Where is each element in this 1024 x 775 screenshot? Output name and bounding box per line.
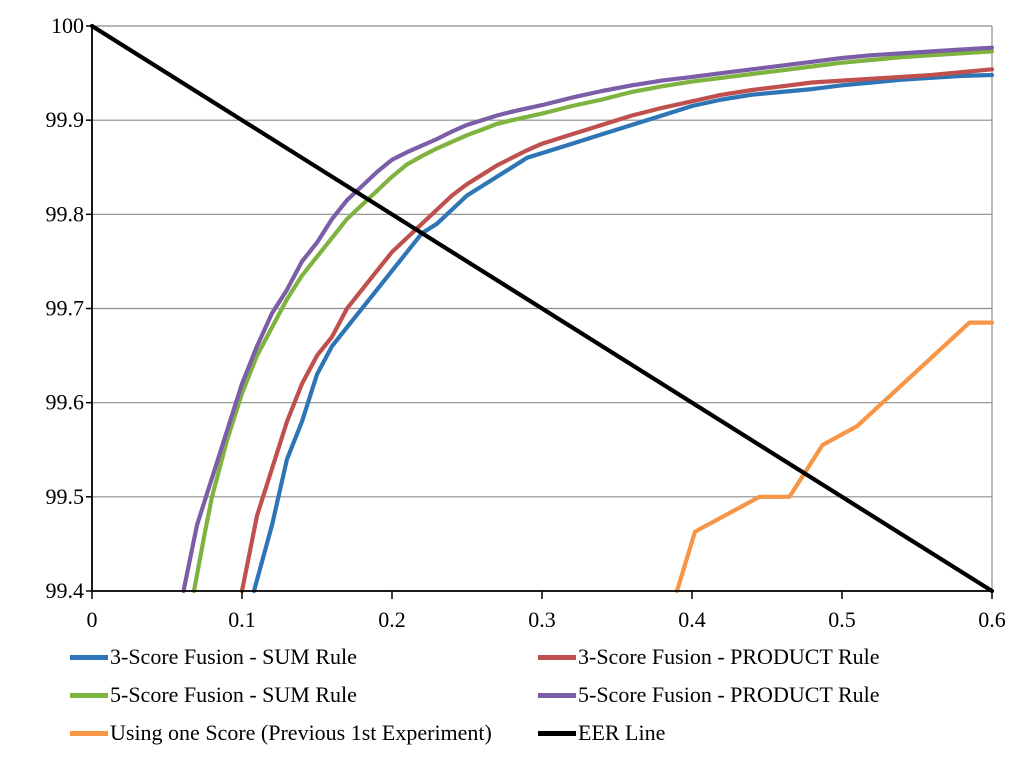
legend-label: 5-Score Fusion - SUM Rule — [110, 682, 357, 707]
y-tick-label: 99.7 — [46, 296, 85, 321]
legend-swatch — [70, 730, 108, 736]
tick-labels: 100 99.9 99.8 99.7 99.6 99.5 99.40 0.1 0.2 0.3 0.4… — [46, 13, 1006, 632]
eer-chart: 100 99.9 99.8 99.7 99.6 99.5 99.40 0.1 0.2 0.3 0.4… — [46, 13, 1006, 632]
x-tick-label: 0.3 — [528, 607, 556, 632]
x-tick-label: 0.4 — [678, 607, 706, 632]
x-tick-label: 0.1 — [228, 607, 256, 632]
x-tick-label: 0 — [87, 607, 98, 632]
legend-label: 5-Score Fusion - PRODUCT Rule — [578, 682, 880, 707]
legend-label: 3-Score Fusion - PRODUCT Rule — [578, 644, 880, 669]
series-line — [251, 72, 995, 594]
y-tick-label: 99.8 — [46, 201, 85, 226]
legend-item: 3-Score Fusion - SUM Rule — [70, 644, 357, 670]
x-tick-label: 0.6 — [978, 607, 1006, 632]
series-line — [191, 49, 995, 594]
legend-label: EER Line — [578, 720, 666, 745]
series-line — [181, 45, 995, 594]
y-tick-label: 99.6 — [46, 390, 85, 415]
legend-swatch — [70, 692, 108, 698]
x-tick-label: 0.2 — [378, 607, 406, 632]
y-tick-label: 99.9 — [46, 107, 85, 132]
legend-label: Using one Score (Previous 1st Experiment… — [110, 720, 492, 745]
series-lines — [89, 23, 995, 594]
legend-swatch — [538, 692, 576, 698]
legend-swatch — [538, 730, 576, 736]
series-line — [239, 67, 995, 594]
series-line — [89, 23, 995, 594]
y-tick-label: 99.4 — [46, 578, 85, 603]
legend-item: EER Line — [538, 720, 665, 746]
legend-item: 5-Score Fusion - PRODUCT Rule — [538, 682, 880, 708]
legend-swatch — [538, 654, 576, 660]
legend-item: Using one Score (Previous 1st Experiment… — [70, 720, 492, 746]
legend-item: 5-Score Fusion - SUM Rule — [70, 682, 357, 708]
legend-swatch — [70, 654, 108, 660]
legend-item: 3-Score Fusion - PRODUCT Rule — [538, 644, 880, 670]
x-tick-label: 0.5 — [828, 607, 856, 632]
y-tick-label: 99.5 — [46, 484, 85, 509]
axes — [86, 25, 993, 599]
legend-label: 3-Score Fusion - SUM Rule — [110, 644, 357, 669]
y-tick-label: 100 — [51, 13, 84, 38]
series-line — [674, 320, 995, 594]
